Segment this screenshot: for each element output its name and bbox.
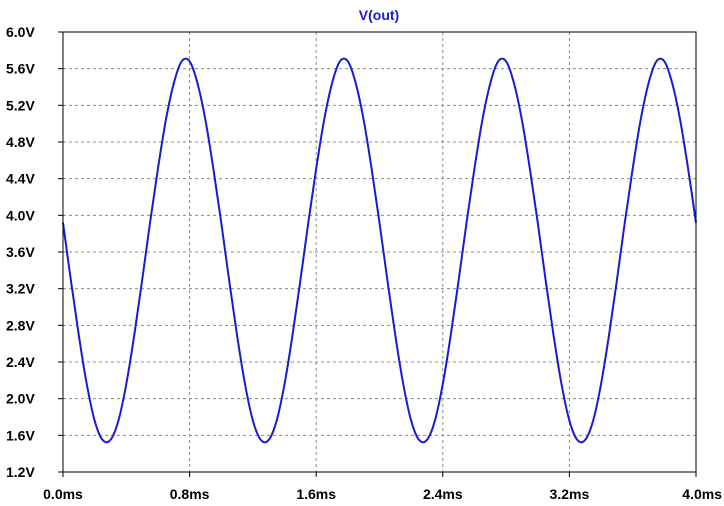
- plot-frame: [62, 31, 697, 473]
- chart-title: V(out): [359, 7, 399, 23]
- x-tick-label: 0.8ms: [170, 486, 210, 502]
- y-tick-label: 6.0V: [6, 24, 35, 40]
- y-tick-label: 2.8V: [6, 317, 35, 333]
- y-tick-label: 4.0V: [6, 207, 35, 223]
- y-tick-label: 1.6V: [6, 427, 35, 443]
- x-tick-label: 2.4ms: [423, 486, 463, 502]
- y-tick-label: 1.2V: [6, 464, 35, 480]
- x-tick-label: 4.0ms: [682, 486, 722, 502]
- y-tick-label: 4.4V: [6, 171, 35, 187]
- y-tick-label: 3.6V: [6, 244, 35, 260]
- x-tick-label: 3.2ms: [550, 486, 590, 502]
- series-layer: [62, 57, 697, 444]
- y-tick-label: 4.8V: [6, 134, 35, 150]
- y-tick-label: 5.2V: [6, 97, 35, 113]
- y-tick-label: 2.0V: [6, 391, 35, 407]
- y-tick-label: 3.2V: [6, 281, 35, 297]
- y-axis-tick-labels: 1.2V 1.6V 2.0V 2.4V 2.8V 3.2V 3.6V 4.0V 4.4V 4.8V…: [6, 24, 35, 480]
- series-line-vout: [62, 57, 697, 444]
- y-tick-label: 5.6V: [6, 61, 35, 77]
- axis-ticks: [58, 31, 697, 477]
- x-tick-label: 0.0ms: [43, 486, 83, 502]
- grid-lines: [63, 32, 696, 472]
- y-tick-label: 2.4V: [6, 354, 35, 370]
- x-tick-label: 1.6ms: [296, 486, 336, 502]
- x-axis-tick-labels: 0.0ms 0.8ms 1.6ms 2.4ms 3.2ms 4.0ms: [43, 486, 722, 502]
